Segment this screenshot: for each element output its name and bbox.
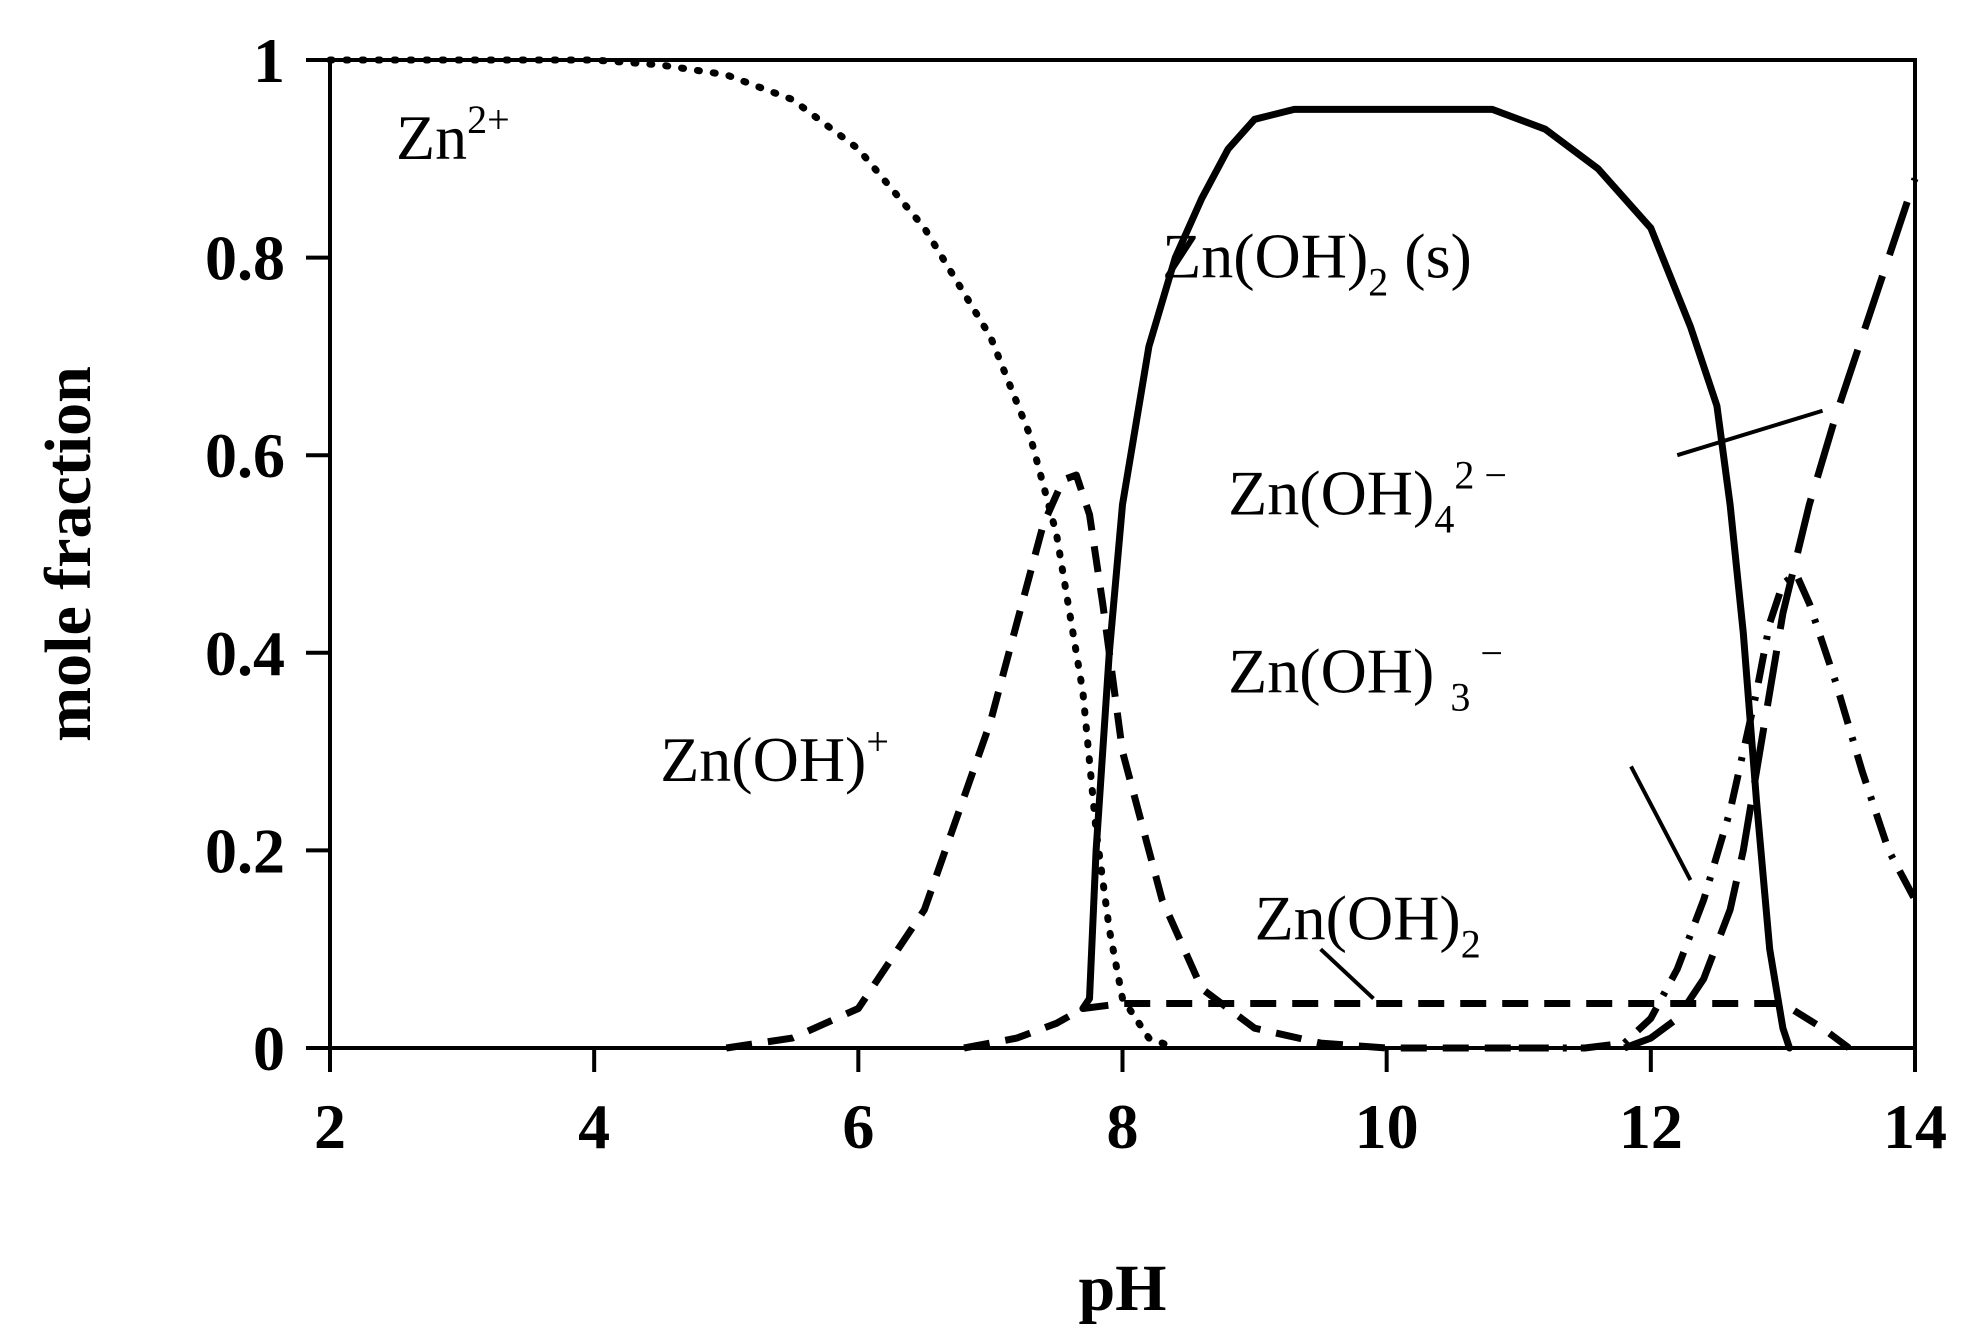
axis-ticks: 2 4 6 8 10 12 14 0 0.2 0.4 0.6 0.8 1 <box>205 25 1947 1162</box>
leader-line-1 <box>1629 765 1693 881</box>
x-tick-label: 14 <box>1883 1091 1947 1162</box>
y-tick-label: 1 <box>253 25 285 96</box>
series-line-4 <box>1518 570 1919 1052</box>
y-axis-title: mole fraction <box>32 366 105 742</box>
species-label-5: Zn(OH)2 <box>1255 882 1481 966</box>
x-tick-label: 8 <box>1107 1091 1139 1162</box>
x-tick-label: 10 <box>1355 1091 1419 1162</box>
species-label-1: Zn(OH)+ <box>660 719 889 795</box>
series-line-2 <box>1079 105 1793 1052</box>
y-tick-label: 0.8 <box>205 223 285 294</box>
species-label-4: Zn(OH) 3 − <box>1228 630 1503 719</box>
species-label-0: Zn2+ <box>396 97 510 173</box>
annotations: Zn2+ Zn(OH)+ Zn(OH)2 (s) Zn(OH)42 − Zn(OH) 3… <box>396 97 1507 967</box>
leader-line-2 <box>1319 947 1375 1001</box>
x-tick-label: 6 <box>842 1091 874 1162</box>
leader-line-0 <box>1676 408 1824 458</box>
y-tick-label: 0.6 <box>205 420 285 491</box>
species-label-2: Zn(OH)2 (s) <box>1162 220 1472 304</box>
plot-area-frame <box>328 58 1917 1050</box>
series-line-5 <box>1623 177 1919 1052</box>
y-tick-label: 0.2 <box>205 815 285 886</box>
series-line-3 <box>963 1000 1852 1052</box>
x-tick-label: 12 <box>1619 1091 1683 1162</box>
x-tick-label: 4 <box>578 1091 610 1162</box>
series-layer <box>326 56 1919 1052</box>
x-axis-title: pH <box>1078 1252 1166 1325</box>
x-tick-label: 2 <box>314 1091 346 1162</box>
y-tick-label: 0.4 <box>205 618 285 689</box>
leader-lines <box>1319 408 1824 1001</box>
y-tick-label: 0 <box>253 1013 285 1084</box>
species-label-3: Zn(OH)42 − <box>1228 452 1507 541</box>
series-line-0 <box>326 56 1179 1052</box>
